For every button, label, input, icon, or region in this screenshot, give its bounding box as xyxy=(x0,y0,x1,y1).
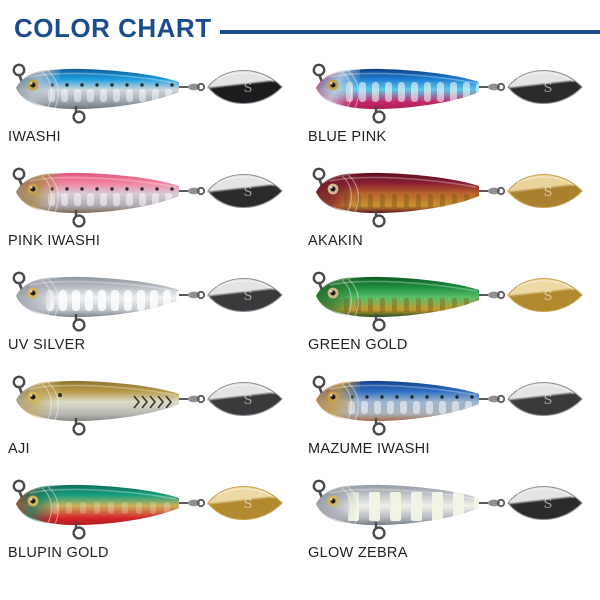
color-item-iwashi[interactable]: S IWASHI xyxy=(0,56,300,160)
color-label-iwashi: IWASHI xyxy=(8,129,61,145)
page-header: COLOR CHART xyxy=(0,0,600,56)
lure-image-uv-silver: S xyxy=(8,266,294,338)
color-item-pink-iwashi[interactable]: S PINK IWASHI xyxy=(0,160,300,264)
svg-text:S: S xyxy=(544,81,553,96)
color-item-blupin-gold[interactable]: S BLUPIN GOLD xyxy=(0,472,300,576)
svg-text:S: S xyxy=(244,393,253,408)
color-chart-grid: S IWASHI xyxy=(0,56,600,600)
svg-text:S: S xyxy=(544,393,553,408)
svg-text:S: S xyxy=(244,81,253,96)
color-label-green-gold: GREEN GOLD xyxy=(308,337,408,353)
svg-text:S: S xyxy=(244,497,253,512)
color-label-mazume-iwashi: MAZUME IWASHI xyxy=(308,441,430,457)
color-label-aji: AJI xyxy=(8,441,30,457)
svg-text:S: S xyxy=(244,185,253,200)
lure-image-glow-zebra: S xyxy=(308,474,594,546)
color-item-aji[interactable]: S AJI xyxy=(0,368,300,472)
color-label-pink-iwashi: PINK IWASHI xyxy=(8,233,101,249)
color-item-green-gold[interactable]: S GREEN GOLD xyxy=(300,264,600,368)
svg-text:S: S xyxy=(244,289,253,304)
color-item-mazume-iwashi[interactable]: S MAZUME IWASHI xyxy=(300,368,600,472)
color-item-glow-zebra[interactable]: S GLOW ZEBRA xyxy=(300,472,600,576)
svg-text:S: S xyxy=(544,497,553,512)
color-label-akakin: AKAKIN xyxy=(308,233,363,249)
lure-image-aji: S xyxy=(8,370,294,442)
lure-image-green-gold: S xyxy=(308,266,594,338)
lure-image-pink-iwashi: S xyxy=(8,162,294,234)
color-label-glow-zebra: GLOW ZEBRA xyxy=(308,545,408,561)
color-label-uv-silver: UV SILVER xyxy=(8,337,86,353)
page-title: COLOR CHART xyxy=(14,13,212,43)
lure-image-blue-pink: S xyxy=(308,58,594,130)
color-label-blupin-gold: BLUPIN GOLD xyxy=(8,545,109,561)
svg-text:S: S xyxy=(544,185,553,200)
header-divider-rule xyxy=(219,30,600,34)
lure-image-akakin: S xyxy=(308,162,594,234)
lure-image-mazume-iwashi: S xyxy=(308,370,594,442)
color-item-akakin[interactable]: S AKAKIN xyxy=(300,160,600,264)
lure-image-blupin-gold: S xyxy=(8,474,294,546)
svg-text:S: S xyxy=(544,289,553,304)
color-item-blue-pink[interactable]: S BLUE PINK xyxy=(300,56,600,160)
color-item-uv-silver[interactable]: S UV SILVER xyxy=(0,264,300,368)
color-label-blue-pink: BLUE PINK xyxy=(308,129,387,145)
lure-image-iwashi: S xyxy=(8,58,294,130)
